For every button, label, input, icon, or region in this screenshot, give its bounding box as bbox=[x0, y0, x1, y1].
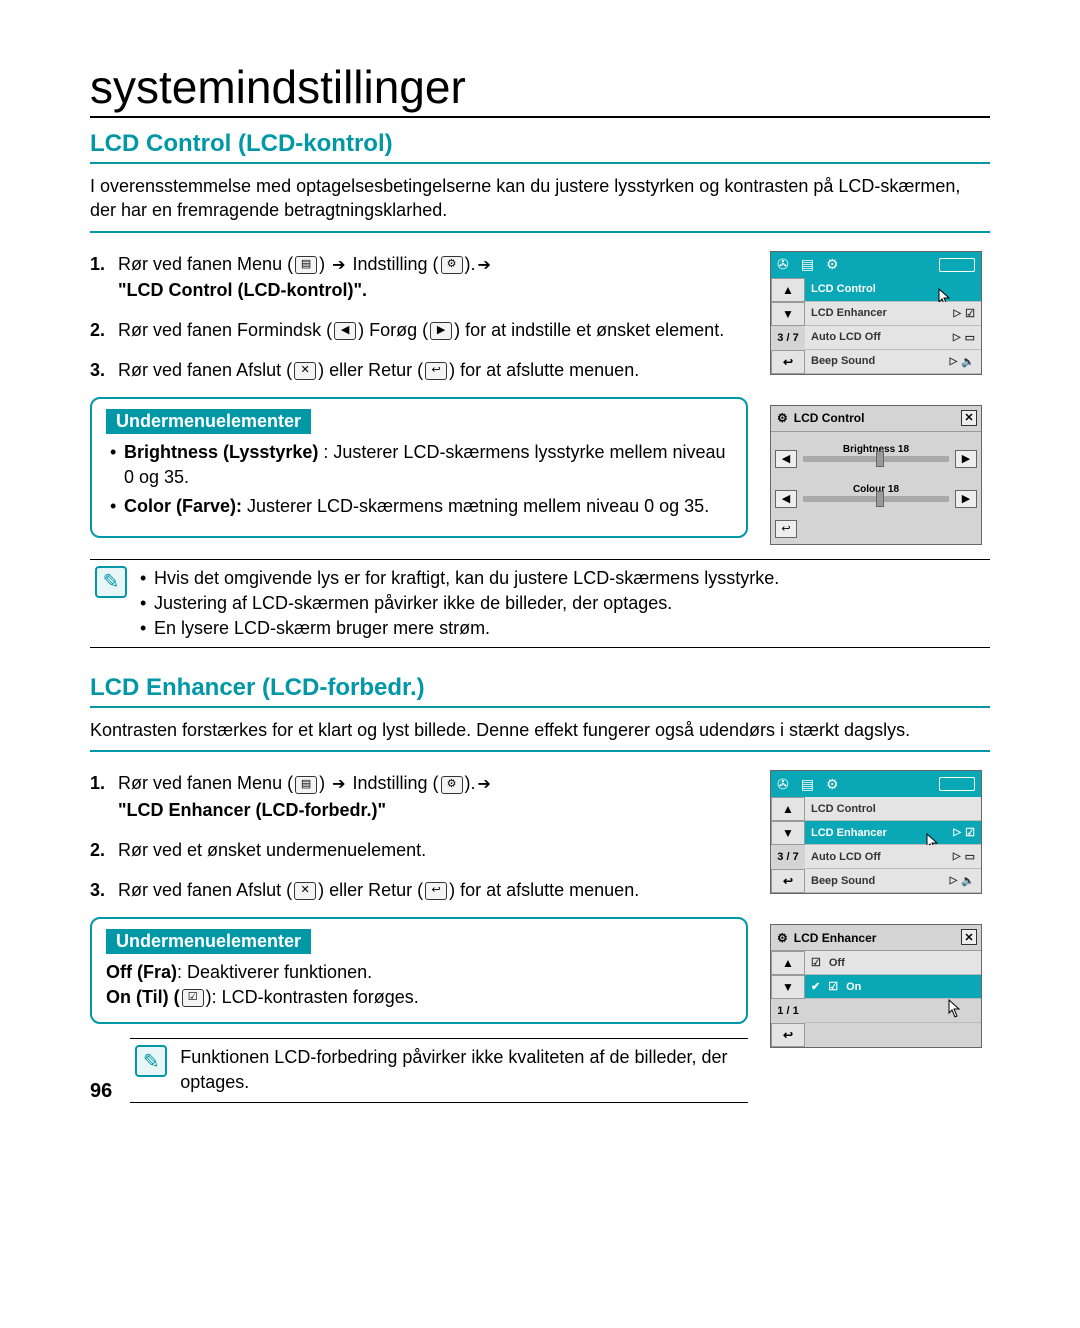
steps-lcd-control: Rør ved fanen Menu (▤) ➔ Indstilling (⚙)… bbox=[90, 251, 748, 383]
close-icon: ✕ bbox=[294, 882, 316, 900]
page-title: systemindstillinger bbox=[90, 60, 990, 118]
page-counter: 3 / 7 bbox=[771, 326, 805, 350]
return-button[interactable]: ↩ bbox=[771, 869, 805, 893]
gear-icon: ⚙ bbox=[441, 256, 463, 274]
menu-row-beep-sound[interactable]: Beep Sound▷🔈 bbox=[805, 869, 981, 893]
colour-slider[interactable]: Colour 18 bbox=[803, 496, 949, 502]
submenu-box-lcd-enhancer: Undermenuelementer Off (Fra): Deaktivere… bbox=[90, 917, 748, 1024]
gear-icon: ⚙ bbox=[777, 411, 788, 425]
menu-row-lcd-control[interactable]: LCD Control bbox=[805, 278, 981, 302]
camera-menu-screenshot-2: ✇ ▤ ⚙ ▲ ▼ 3 / 7 ↩ LCD Control LCD Enhanc… bbox=[770, 770, 982, 894]
doc-icon: ▤ bbox=[801, 776, 814, 793]
gear-icon: ⚙ bbox=[441, 776, 463, 794]
return-button[interactable]: ↩ bbox=[771, 1023, 805, 1047]
note-icon: ✎ bbox=[95, 566, 127, 598]
steps-lcd-enhancer: Rør ved fanen Menu (▤) ➔ Indstilling (⚙)… bbox=[90, 770, 748, 902]
down-button[interactable]: ▼ bbox=[771, 821, 805, 845]
note-lcd-control: ✎ Hvis det omgivende lys er for kraftigt… bbox=[90, 559, 990, 649]
menu-icon: ▤ bbox=[295, 776, 317, 794]
menu-row-lcd-enhancer[interactable]: LCD Enhancer▷☑ bbox=[805, 821, 981, 845]
menu-icon: ▤ bbox=[295, 256, 317, 274]
note-lcd-enhancer: ✎ Funktionen LCD-forbedring påvirker ikk… bbox=[130, 1038, 748, 1102]
menu-row-beep-sound[interactable]: Beep Sound▷🔈 bbox=[805, 350, 981, 374]
arrow-icon: ➔ bbox=[332, 257, 345, 274]
battery-icon bbox=[939, 258, 975, 272]
up-button[interactable]: ▲ bbox=[771, 951, 805, 975]
close-button[interactable]: ✕ bbox=[961, 410, 977, 426]
return-icon: ↩ bbox=[425, 362, 447, 380]
submenu-title: Undermenuelementer bbox=[106, 409, 311, 434]
camera-menu-screenshot-1: ✇ ▤ ⚙ ▲ ▼ 3 / 7 ↩ LCD Control LCD Enhanc… bbox=[770, 251, 982, 375]
decrease-brightness-button[interactable]: ◀ bbox=[775, 450, 797, 468]
camera-enhancer-submenu-screenshot: ⚙ LCD Enhancer ✕ ▲ ▼ 1 / 1 ↩ ☑Off ✔☑On bbox=[770, 924, 982, 1048]
submenu-row-on[interactable]: ✔☑On bbox=[805, 975, 981, 999]
doc-icon: ▤ bbox=[801, 256, 814, 273]
page-counter: 3 / 7 bbox=[771, 845, 805, 869]
battery-icon bbox=[939, 777, 975, 791]
arrow-icon: ➔ bbox=[332, 776, 345, 793]
left-icon: ◀ bbox=[334, 322, 356, 340]
camera-slider-screenshot: ⚙ LCD Control ✕ ◀ Brightness 18 ▶ ◀ Colo… bbox=[770, 405, 982, 545]
close-icon: ✕ bbox=[294, 362, 316, 380]
gear-icon: ⚙ bbox=[777, 931, 788, 945]
down-button[interactable]: ▼ bbox=[771, 975, 805, 999]
page-number: 96 bbox=[90, 1080, 112, 1103]
return-button[interactable]: ↩ bbox=[771, 350, 805, 374]
cam-icon: ✇ bbox=[777, 256, 789, 273]
intro-lcd-enhancer: Kontrasten forstærkes for et klart og ly… bbox=[90, 718, 990, 752]
submenu-title: Undermenuelementer bbox=[106, 929, 311, 954]
intro-lcd-control: I overensstemmelse med optagelsesbetinge… bbox=[90, 174, 990, 233]
menu-row-auto-lcd-off[interactable]: Auto LCD Off▷▭ bbox=[805, 326, 981, 350]
up-button[interactable]: ▲ bbox=[771, 797, 805, 821]
cam-icon: ✇ bbox=[777, 776, 789, 793]
close-button[interactable]: ✕ bbox=[961, 929, 977, 945]
right-icon: ▶ bbox=[430, 322, 452, 340]
enhancer-on-icon: ☑ bbox=[182, 989, 204, 1007]
up-button[interactable]: ▲ bbox=[771, 278, 805, 302]
increase-colour-button[interactable]: ▶ bbox=[955, 490, 977, 508]
down-button[interactable]: ▼ bbox=[771, 302, 805, 326]
gear-icon: ⚙ bbox=[826, 776, 839, 793]
gear-icon: ⚙ bbox=[826, 256, 839, 273]
arrow-icon: ➔ bbox=[478, 257, 491, 274]
section-heading-lcd-control: LCD Control (LCD-kontrol) bbox=[90, 130, 990, 164]
decrease-colour-button[interactable]: ◀ bbox=[775, 490, 797, 508]
menu-row-lcd-control[interactable]: LCD Control bbox=[805, 797, 981, 821]
submenu-box-lcd-control: Undermenuelementer Brightness (Lysstyrke… bbox=[90, 397, 748, 538]
page-counter: 1 / 1 bbox=[771, 999, 805, 1023]
arrow-icon: ➔ bbox=[478, 776, 491, 793]
increase-brightness-button[interactable]: ▶ bbox=[955, 450, 977, 468]
menu-row-auto-lcd-off[interactable]: Auto LCD Off▷▭ bbox=[805, 845, 981, 869]
return-icon: ↩ bbox=[425, 882, 447, 900]
section-heading-lcd-enhancer: LCD Enhancer (LCD-forbedr.) bbox=[90, 674, 990, 708]
note-icon: ✎ bbox=[135, 1045, 167, 1077]
brightness-slider[interactable]: Brightness 18 bbox=[803, 456, 949, 462]
submenu-row-off[interactable]: ☑Off bbox=[805, 951, 981, 975]
menu-row-lcd-enhancer[interactable]: LCD Enhancer▷☑ bbox=[805, 302, 981, 326]
return-button[interactable]: ↩ bbox=[775, 520, 797, 538]
